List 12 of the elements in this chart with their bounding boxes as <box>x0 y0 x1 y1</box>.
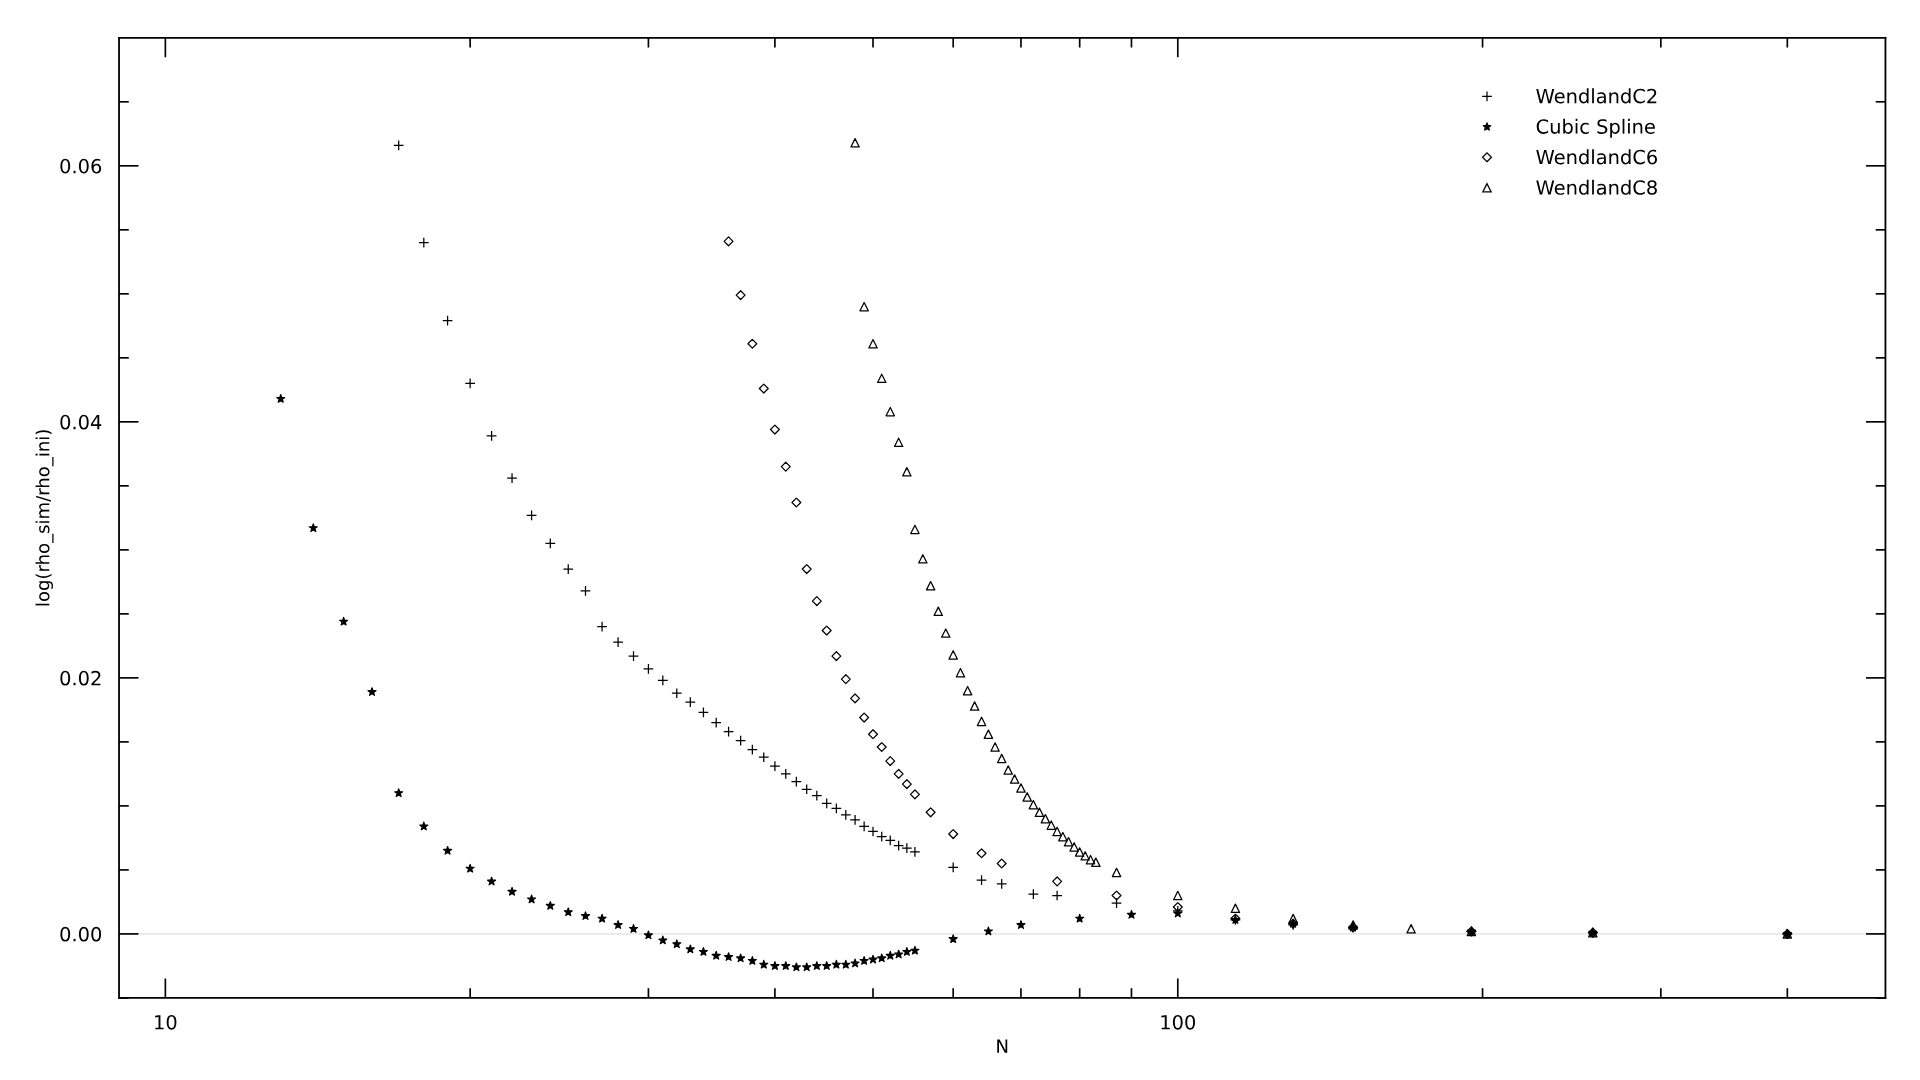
legend-label: WendlandC6 <box>1536 149 1658 165</box>
y-tick-label: 0.06 <box>60 158 102 174</box>
x-axis-title: N <box>997 1039 1008 1053</box>
legend-label: WendlandC2 <box>1536 88 1657 104</box>
x-tick-label: 10 <box>155 1014 177 1030</box>
y-tick-label: 0.00 <box>60 926 102 942</box>
y-tick-label: 0.02 <box>60 670 101 686</box>
y-axis-title: log(rho_sim/rho_ini) <box>35 430 54 606</box>
x-tick-label: 100 <box>1161 1014 1196 1030</box>
legend-label: Cubic Spline <box>1536 118 1655 138</box>
legend-label: WendlandC8 <box>1536 179 1657 195</box>
y-tick-label: 0.04 <box>60 414 102 430</box>
